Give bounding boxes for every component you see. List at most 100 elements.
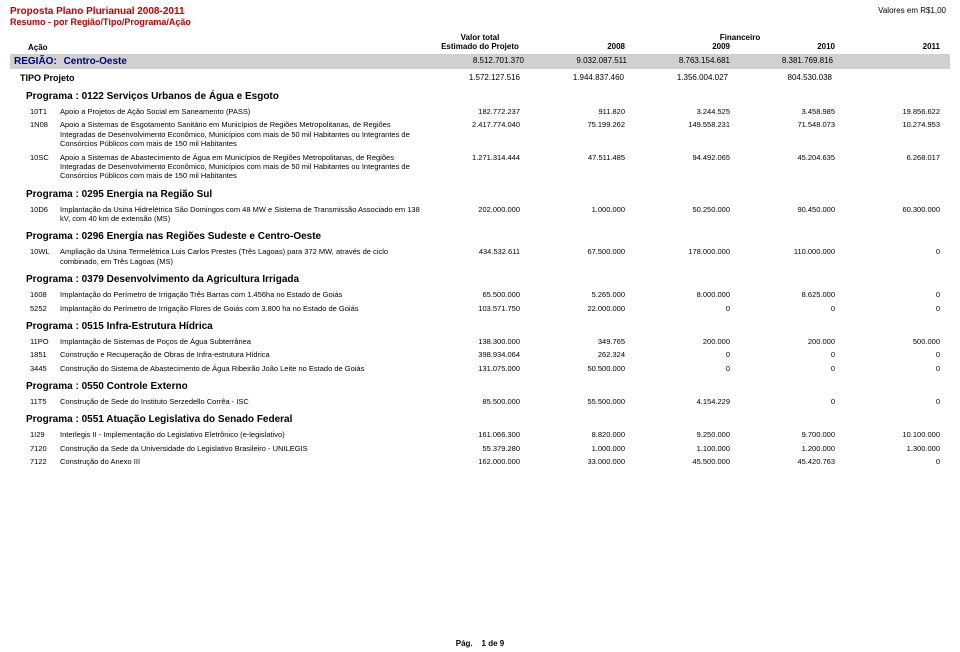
action-est: 162.000.000 <box>430 457 530 466</box>
action-row: 1608Implantação do Perímetro de Irrigaçã… <box>10 288 950 301</box>
action-value: 3.244.525 <box>635 107 740 116</box>
action-est: 182.772.237 <box>430 107 530 116</box>
action-row: 1N08Apoio a Sistemas de Esgotamento Sani… <box>10 118 950 150</box>
tipo-v2: 804.530.038 <box>738 73 842 83</box>
action-value: 60.300.000 <box>845 205 950 214</box>
action-code: 10T1 <box>30 107 60 116</box>
action-row: 7122Construção do Anexo III162.000.00033… <box>10 455 950 468</box>
action-value: 8.000.000 <box>635 290 740 299</box>
action-values: 8.820.0009.250.0009.700.00010.100.000 <box>530 430 950 439</box>
action-value: 911.820 <box>530 107 635 116</box>
year-2011: 2011 <box>845 42 950 51</box>
action-code: 11PO <box>30 337 60 346</box>
action-row: 10WLAmpliação da Usina Termelétrica Luis… <box>10 245 950 268</box>
region-v3 <box>843 56 946 67</box>
action-code: 3445 <box>30 364 60 373</box>
action-value: 10.274.953 <box>845 120 950 129</box>
action-desc: Construção e Recuperação de Obras de Inf… <box>60 350 430 359</box>
action-value: 178.000.000 <box>635 247 740 256</box>
action-code: 1608 <box>30 290 60 299</box>
action-row: 3445Construção do Sistema de Abastecimen… <box>10 362 950 375</box>
action-values: 262.324000 <box>530 350 950 359</box>
action-value: 8.625.000 <box>740 290 845 299</box>
action-value: 71.548.073 <box>740 120 845 129</box>
action-value: 94.492.065 <box>635 153 740 162</box>
report-subtitle: Resumo - por Região/Tipo/Programa/Ação <box>10 17 950 27</box>
region-v1: 8.763.154.681 <box>637 56 740 67</box>
region-v2: 8.381.769.816 <box>740 56 843 67</box>
programa-header: Programa : 0515 Infra-Estrutura Hídrica <box>10 315 950 335</box>
action-est: 161.066.300 <box>430 430 530 439</box>
tipo-row: TIPO Projeto 1.572.127.516 1.944.837.460… <box>10 69 950 85</box>
report-header: Proposta Plano Plurianual 2008-2011 Resu… <box>10 6 950 27</box>
action-desc: Implantação da Usina Hidrelétrica São Do… <box>60 205 430 224</box>
action-value: 45.204.635 <box>740 153 845 162</box>
action-est: 434.532.611 <box>430 247 530 256</box>
action-est: 2.417.774.040 <box>430 120 530 129</box>
action-code: 5252 <box>30 304 60 313</box>
action-value: 50.500.000 <box>530 364 635 373</box>
action-est: 1.271.314.444 <box>430 153 530 162</box>
action-values: 1.000.0001.100.0001.200.0001.300.000 <box>530 444 950 453</box>
valor-total-label-2: Estimado do Projeto <box>430 42 530 51</box>
programa-header: Programa : 0551 Atuação Legislativa do S… <box>10 408 950 428</box>
action-value: 0 <box>845 397 950 406</box>
action-value: 0 <box>845 364 950 373</box>
action-values: 75.199.262149.558.23171.548.07310.274.95… <box>530 120 950 129</box>
action-value: 22.000.000 <box>530 304 635 313</box>
action-code: 1I29 <box>30 430 60 439</box>
action-value: 110.000.000 <box>740 247 845 256</box>
action-row: 11POImplantação de Sistemas de Poços de … <box>10 335 950 348</box>
action-value: 0 <box>635 350 740 359</box>
action-desc: Ampliação da Usina Termelétrica Luis Car… <box>60 247 430 266</box>
action-row: 10SCApoio a Sistemas de Abastecimento de… <box>10 151 950 183</box>
action-desc: Implantação de Sistemas de Poços de Água… <box>60 337 430 346</box>
action-desc: Construção do Sistema de Abastecimento d… <box>60 364 430 373</box>
action-value: 6.268.017 <box>845 153 950 162</box>
action-value: 0 <box>740 350 845 359</box>
year-2010: 2010 <box>740 42 845 51</box>
action-value: 50.250.000 <box>635 205 740 214</box>
region-label: REGIÃO: Centro-Oeste <box>14 56 434 67</box>
action-value: 67.500.000 <box>530 247 635 256</box>
action-values: 47.511.48594.492.06545.204.6356.268.017 <box>530 153 950 162</box>
action-code: 10WL <box>30 247 60 256</box>
action-desc: Interlegis II - Implementação do Legisla… <box>60 430 430 439</box>
tipo-est: 1.572.127.516 <box>430 73 530 83</box>
action-values: 1.000.00050.250.00090.450.00060.300.000 <box>530 205 950 214</box>
region-est: 8.512.701.370 <box>434 56 534 67</box>
action-value: 75.199.262 <box>530 120 635 129</box>
valor-total-label-1: Valor total <box>430 33 530 42</box>
action-code: 10D6 <box>30 205 60 214</box>
action-values: 50.500.000000 <box>530 364 950 373</box>
action-values: 5.265.0008.000.0008.625.0000 <box>530 290 950 299</box>
currency-note: Valores em R$1,00 <box>878 6 946 15</box>
action-desc: Construção do Anexo III <box>60 457 430 466</box>
action-est: 85.500.000 <box>430 397 530 406</box>
action-desc: Apoio a Sistemas de Esgotamento Sanitári… <box>60 120 430 148</box>
action-est: 55.379.280 <box>430 444 530 453</box>
action-value: 1.200.000 <box>740 444 845 453</box>
region-name: Centro-Oeste <box>64 56 127 67</box>
action-row: 10T1Apoio a Projetos de Ação Social em S… <box>10 105 950 118</box>
action-values: 67.500.000178.000.000110.000.0000 <box>530 247 950 256</box>
page-number: 1 de 9 <box>482 639 505 648</box>
acao-column-label: Ação <box>10 43 430 52</box>
action-value: 262.324 <box>530 350 635 359</box>
action-value: 45.420.763 <box>740 457 845 466</box>
action-row: 11T5Construção de Sede do Instituto Serz… <box>10 395 950 408</box>
action-value: 0 <box>740 364 845 373</box>
action-value: 149.558.231 <box>635 120 740 129</box>
action-value: 1.300.000 <box>845 444 950 453</box>
action-value: 55.500.000 <box>530 397 635 406</box>
action-value: 10.100.000 <box>845 430 950 439</box>
action-est: 131.075.000 <box>430 364 530 373</box>
action-value: 3.458.985 <box>740 107 845 116</box>
action-code: 1851 <box>30 350 60 359</box>
action-code: 7122 <box>30 457 60 466</box>
action-row: 1I29Interlegis II - Implementação do Leg… <box>10 428 950 441</box>
page-footer: Pág. 1 de 9 <box>10 639 950 648</box>
action-est: 103.571.750 <box>430 304 530 313</box>
action-value: 1.000.000 <box>530 444 635 453</box>
action-value: 5.265.000 <box>530 290 635 299</box>
